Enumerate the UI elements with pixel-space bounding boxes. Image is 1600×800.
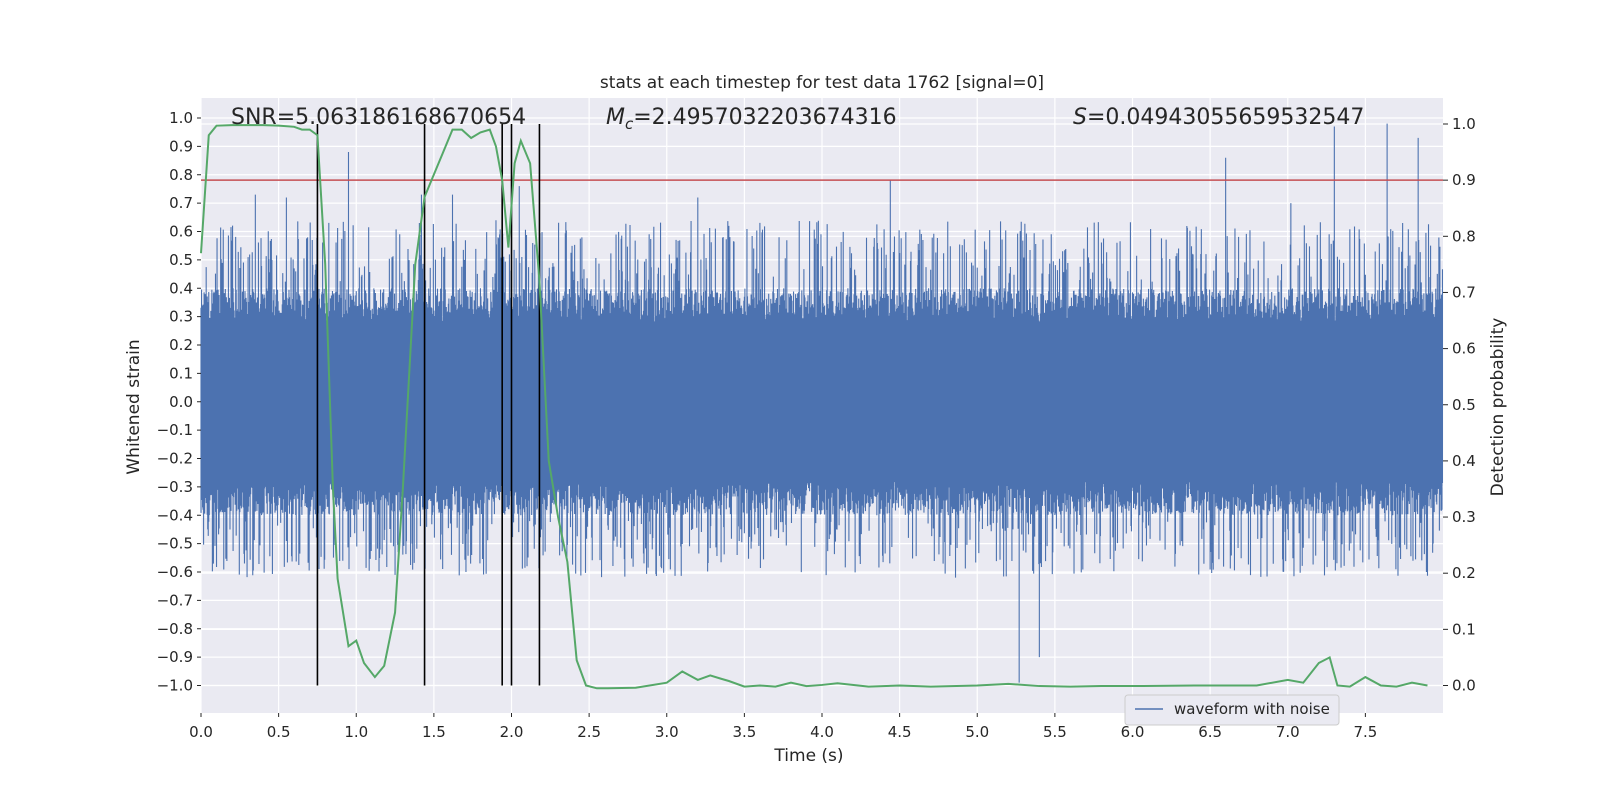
legend-label-waveform: waveform with noise xyxy=(1174,700,1330,718)
y2-tick-label: 0.2 xyxy=(1452,564,1476,582)
x-tick-label: 5.0 xyxy=(965,723,989,741)
y-tick-label: 0.7 xyxy=(169,194,193,212)
x-tick-label: 2.0 xyxy=(500,723,524,741)
x-tick-label: 7.5 xyxy=(1353,723,1377,741)
y-tick-label: −0.3 xyxy=(157,478,193,496)
y2-axis-label: Detection probability xyxy=(1488,318,1508,497)
y2-tick-label: 0.3 xyxy=(1452,508,1476,526)
y-tick-label: −0.1 xyxy=(157,421,193,439)
y-tick-label: 0.5 xyxy=(169,251,193,269)
x-tick-label: 0.0 xyxy=(189,723,213,741)
y-tick-label: 0.4 xyxy=(169,279,193,297)
y-tick-label: 0.6 xyxy=(169,223,193,241)
y2-tick-label: 0.1 xyxy=(1452,620,1476,638)
y-tick-label: 0.9 xyxy=(169,137,193,155)
x-tick-label: 6.5 xyxy=(1198,723,1222,741)
chart-title: stats at each timestep for test data 176… xyxy=(600,73,1044,93)
y-tick-label: −0.6 xyxy=(157,563,193,581)
y2-tick-label: 0.5 xyxy=(1452,396,1476,414)
x-tick-label: 5.5 xyxy=(1043,723,1067,741)
y-axis-label: Whitened strain xyxy=(124,339,144,474)
x-tick-label: 0.5 xyxy=(267,723,291,741)
y-tick-label: 0.1 xyxy=(169,364,193,382)
y-tick-label: −0.2 xyxy=(157,450,193,468)
y-tick-label: 0.2 xyxy=(169,336,193,354)
s-value: =0.04943055659532547 xyxy=(1087,105,1364,130)
x-tick-label: 4.5 xyxy=(888,723,912,741)
x-tick-label: 1.5 xyxy=(422,723,446,741)
x-tick-label: 3.0 xyxy=(655,723,679,741)
x-tick-label: 2.5 xyxy=(577,723,601,741)
chirp-mass-annotation: Mc=2.4957032203674316 xyxy=(606,105,897,133)
s-annotation: S=0.04943055659532547 xyxy=(1073,105,1364,130)
y2-tick-label: 0.8 xyxy=(1452,227,1476,245)
y-axis-ticks: 1.0 0.9 0.8 0.7 0.6 0.5 0.4 0.3 0.2 0.1 0.0 −0.1 −0.… xyxy=(157,109,201,695)
detection-probability-line xyxy=(200,124,1428,690)
chirp-mass-subscript: c xyxy=(625,115,634,133)
x-axis-label: Time (s) xyxy=(773,746,843,766)
y2-tick-label: 0.0 xyxy=(1452,677,1476,695)
y-tick-label: −0.5 xyxy=(157,535,193,553)
s-symbol: S xyxy=(1073,105,1087,130)
y2-tick-label: 0.6 xyxy=(1452,340,1476,358)
x-tick-label: 6.0 xyxy=(1121,723,1145,741)
y-tick-label: −0.8 xyxy=(157,620,193,638)
y2-tick-label: 0.7 xyxy=(1452,283,1476,301)
x-tick-label: 3.5 xyxy=(732,723,756,741)
waveform-band xyxy=(201,325,1443,479)
y2-axis-ticks: 1.0 0.9 0.8 0.7 0.6 0.5 0.4 0.3 0.2 0.1 0.0 xyxy=(1443,115,1476,695)
x-tick-label: 7.0 xyxy=(1276,723,1300,741)
y-tick-label: −0.4 xyxy=(157,506,193,524)
x-axis-ticks: 0.0 0.5 1.0 1.5 2.0 2.5 3.0 3.5 4.0 4.5 5.0 5.5 6.0 6… xyxy=(189,713,1377,741)
detection-probability-series xyxy=(200,124,1428,690)
chirp-mass-value: =2.4957032203674316 xyxy=(633,105,896,130)
x-tick-label: 4.0 xyxy=(810,723,834,741)
y-tick-label: 0.0 xyxy=(169,393,193,411)
legend-box xyxy=(1124,694,1340,726)
y-tick-label: −0.7 xyxy=(157,591,193,609)
x-tick-label: 1.0 xyxy=(344,723,368,741)
y-tick-label: −0.9 xyxy=(157,648,193,666)
y-tick-label: 0.8 xyxy=(169,166,193,184)
y-tick-label: 0.3 xyxy=(169,308,193,326)
y2-tick-label: 0.9 xyxy=(1452,171,1476,189)
chirp-mass-symbol: M xyxy=(606,105,625,130)
y2-tick-label: 0.4 xyxy=(1452,452,1476,470)
y2-tick-label: 1.0 xyxy=(1452,115,1476,133)
legend: waveform with noise xyxy=(1124,694,1340,726)
y-tick-label: 1.0 xyxy=(169,109,193,127)
snr-annotation: SNR=5.063186168670654 xyxy=(231,105,526,130)
y-tick-label: −1.0 xyxy=(157,677,193,695)
